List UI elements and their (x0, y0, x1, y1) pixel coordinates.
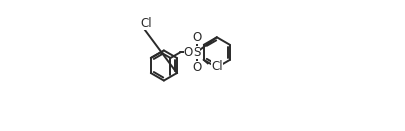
Text: O: O (184, 46, 193, 59)
Text: O: O (192, 31, 201, 44)
Text: Cl: Cl (211, 60, 223, 73)
Text: O: O (192, 61, 201, 74)
Text: S: S (193, 46, 200, 59)
Text: Cl: Cl (140, 17, 152, 30)
